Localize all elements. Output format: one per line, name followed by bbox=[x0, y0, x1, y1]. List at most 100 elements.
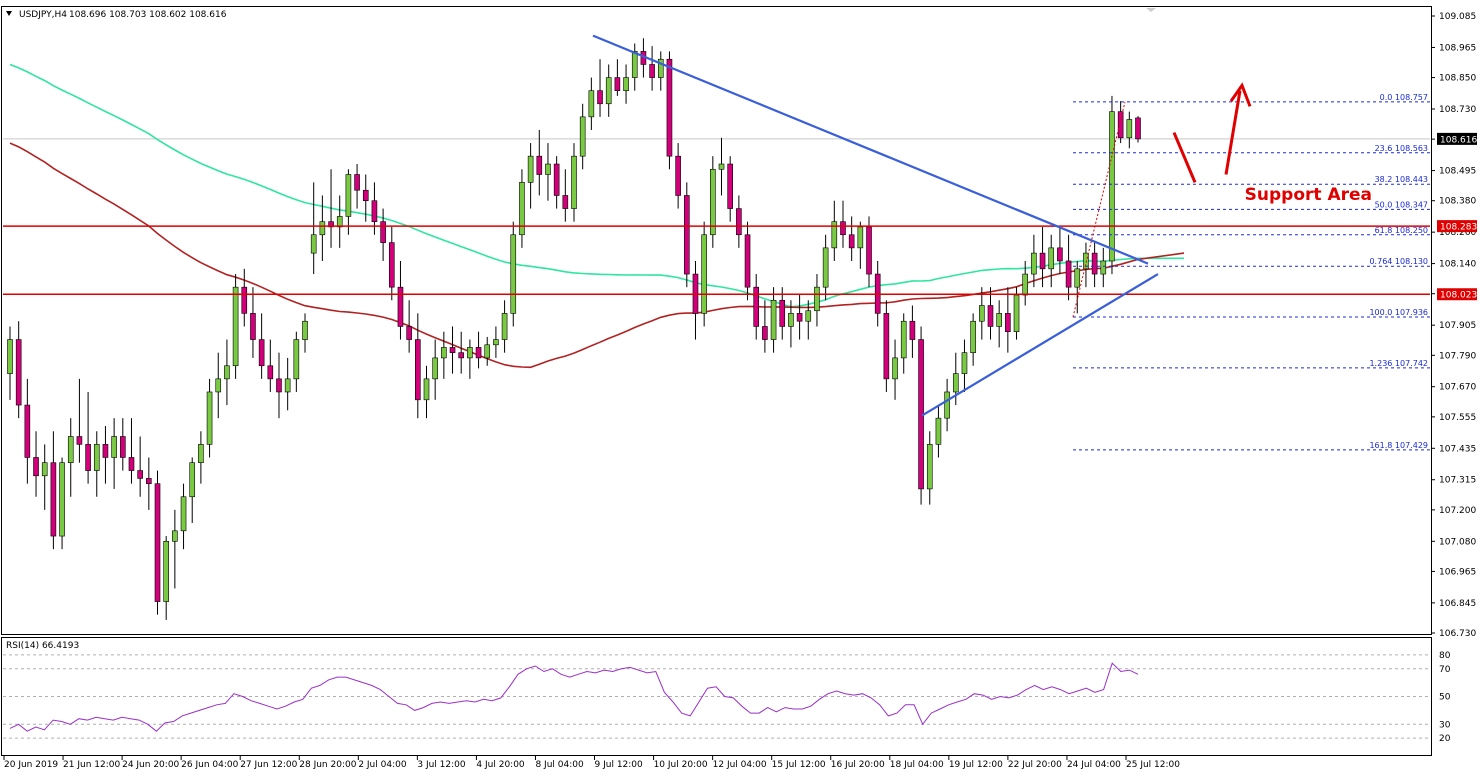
time-tick-label: 21 Jun 12:00 bbox=[63, 760, 120, 770]
candle-body bbox=[250, 313, 256, 340]
rsi-tick-label: 30 bbox=[1439, 720, 1451, 730]
candle-body bbox=[354, 174, 360, 191]
price-tick-label: 108.260 bbox=[1439, 228, 1476, 238]
candle-body bbox=[900, 320, 907, 359]
candle-body bbox=[85, 444, 91, 471]
price-tick-label: 107.080 bbox=[1439, 537, 1476, 547]
candle-body bbox=[892, 357, 898, 380]
candle-body bbox=[1005, 313, 1011, 333]
candle-body bbox=[805, 310, 812, 322]
candle-body bbox=[154, 483, 161, 602]
candle-body bbox=[536, 155, 543, 175]
candle-body bbox=[605, 77, 612, 105]
candle-body bbox=[1091, 252, 1098, 275]
candle-body bbox=[883, 313, 890, 380]
candle-body bbox=[649, 64, 655, 78]
rsi-tick-label: 50 bbox=[1439, 693, 1451, 703]
candle-body bbox=[987, 305, 994, 327]
time-tick-label: 25 Jul 12:00 bbox=[1126, 760, 1180, 770]
candle-body bbox=[206, 391, 213, 445]
rsi-tick-label: 70 bbox=[1439, 665, 1451, 675]
candle-body bbox=[50, 462, 57, 537]
candle-body bbox=[432, 357, 438, 380]
candle-body bbox=[831, 221, 838, 249]
current-price-label: 108.616 bbox=[1440, 135, 1477, 145]
fibonacci-level-label: 161.8 107.429 bbox=[1369, 441, 1428, 450]
candle-body bbox=[501, 313, 508, 340]
candle-body bbox=[519, 182, 525, 236]
candle-body bbox=[527, 155, 534, 183]
candle-body bbox=[814, 286, 820, 312]
candle-body bbox=[380, 221, 386, 243]
candle-body bbox=[753, 286, 760, 327]
price-tick-label: 107.905 bbox=[1439, 321, 1476, 331]
time-tick-label: 3 Jul 12:00 bbox=[417, 760, 466, 770]
candle-body bbox=[137, 470, 143, 479]
time-tick-label: 27 Jun 12:00 bbox=[240, 760, 297, 770]
price-tick-label: 108.730 bbox=[1439, 105, 1476, 115]
candle-body bbox=[710, 168, 716, 236]
candle-body bbox=[970, 320, 976, 353]
candle-body bbox=[788, 313, 794, 327]
candle-body bbox=[657, 58, 664, 78]
level-price-tag bbox=[1437, 288, 1477, 301]
candle-body bbox=[302, 320, 308, 340]
candle-body bbox=[631, 51, 638, 78]
candle-body bbox=[545, 163, 551, 175]
candle-body bbox=[467, 347, 473, 359]
time-tick-label: 20 Jun 2019 bbox=[4, 760, 58, 770]
candle-body bbox=[345, 174, 352, 217]
candle-body bbox=[76, 436, 83, 445]
candle-body bbox=[562, 195, 569, 209]
candle-body bbox=[111, 436, 117, 458]
candle-body bbox=[996, 313, 1002, 327]
candle-body bbox=[944, 391, 950, 419]
candle-body bbox=[397, 286, 404, 327]
time-tick-label: 9 Jul 12:00 bbox=[595, 760, 644, 770]
candle-body bbox=[510, 234, 517, 314]
time-tick-label: 28 Jun 20:00 bbox=[299, 760, 356, 770]
symbol-dropdown-icon[interactable] bbox=[6, 11, 12, 16]
candle-body bbox=[1048, 247, 1055, 270]
candle-body bbox=[779, 299, 786, 327]
price-tick-label: 106.730 bbox=[1439, 629, 1476, 639]
candle-body bbox=[258, 339, 265, 367]
rsi-tick-label: 20 bbox=[1439, 734, 1451, 744]
time-tick-label: 24 Jul 04:00 bbox=[1067, 760, 1121, 770]
candle-body bbox=[762, 326, 768, 340]
candle-body bbox=[67, 436, 74, 464]
candle-body bbox=[553, 163, 560, 196]
symbol-label: USDJPY,H4 bbox=[19, 10, 67, 20]
candle-body bbox=[388, 242, 395, 288]
candle-body bbox=[866, 226, 872, 275]
candle-body bbox=[362, 189, 369, 202]
upside-arrow-head bbox=[1229, 82, 1252, 107]
candle-body bbox=[926, 444, 933, 490]
fibonacci-level-label: 50.0 108.347 bbox=[1375, 200, 1428, 209]
rsi-line bbox=[9, 662, 1139, 732]
level-price-label: 108.283 bbox=[1440, 223, 1477, 233]
candle-body bbox=[172, 530, 178, 542]
time-tick-label: 10 Jul 20:00 bbox=[654, 760, 708, 770]
candle-body bbox=[666, 58, 673, 157]
candle-body bbox=[736, 208, 742, 236]
fibonacci-level-label: 1.236 107.742 bbox=[1369, 359, 1428, 368]
price-tick-label: 106.845 bbox=[1439, 599, 1476, 609]
time-tick-label: 8 Jul 04:00 bbox=[535, 760, 584, 770]
ascending-trendline bbox=[921, 273, 1159, 417]
fibonacci-level-label: 100.0 107.936 bbox=[1369, 308, 1428, 317]
candle-body bbox=[1083, 252, 1089, 270]
candle-body bbox=[215, 378, 222, 393]
candle-body bbox=[1117, 111, 1124, 139]
price-tick-label: 107.790 bbox=[1439, 351, 1476, 361]
candle-body bbox=[579, 116, 586, 157]
rsi-title: RSI(14) 66.4193 bbox=[6, 641, 79, 651]
candle-body bbox=[1065, 260, 1072, 288]
time-tick-label: 12 Jul 04:00 bbox=[713, 760, 767, 770]
candle-body bbox=[441, 347, 447, 359]
price-tick-label: 107.555 bbox=[1439, 413, 1476, 423]
candle-body bbox=[180, 496, 187, 532]
price-tick-label: 106.965 bbox=[1439, 567, 1476, 577]
candle-body bbox=[718, 163, 725, 170]
